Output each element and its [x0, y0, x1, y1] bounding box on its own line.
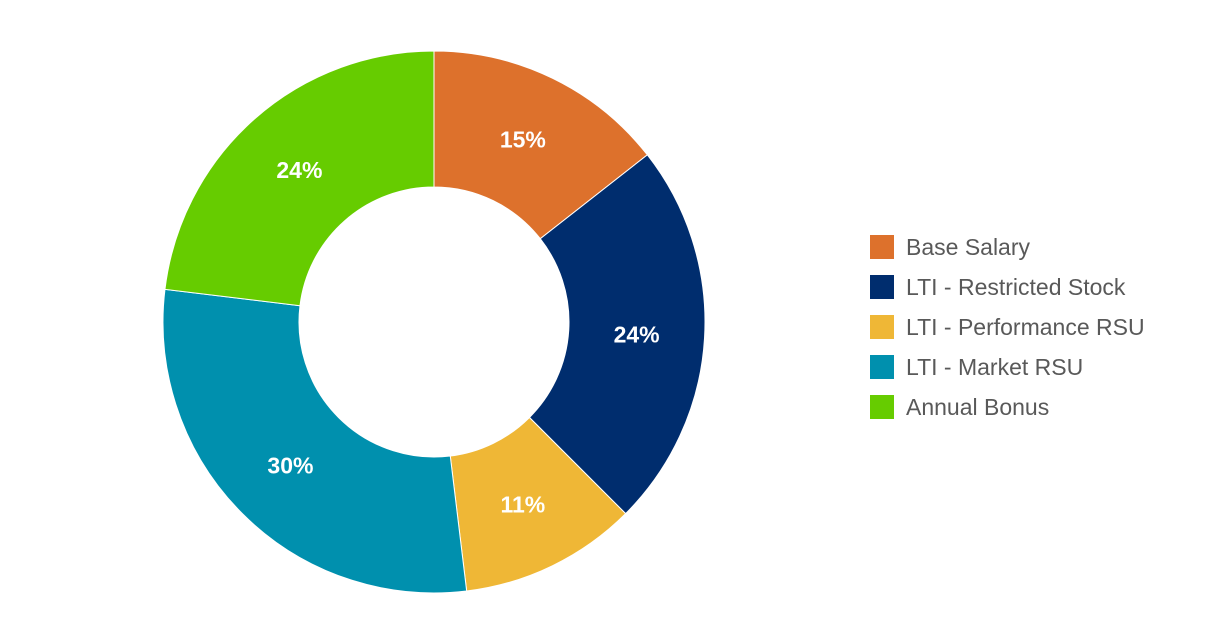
slice-label: 24% — [614, 321, 660, 347]
donut-slice-base-salary — [433, 50, 649, 240]
donut-slice-lti-restricted-stock — [528, 154, 706, 515]
legend-label: LTI - Restricted Stock — [906, 273, 1126, 300]
legend-item: LTI - Restricted Stock — [870, 267, 1145, 307]
legend-item: LTI - Performance RSU — [870, 307, 1145, 347]
legend: Base Salary LTI - Restricted Stock LTI - P… — [870, 227, 1145, 427]
legend-label: LTI - Performance RSU — [906, 313, 1145, 340]
legend-swatch — [870, 355, 894, 379]
legend-label: Annual Bonus — [906, 393, 1050, 420]
slice-labels-group: 15% 24% 11% 30% 24% — [267, 126, 659, 517]
legend-swatch — [870, 275, 894, 299]
slice-label: 15% — [500, 126, 546, 152]
legend-label: Base Salary — [906, 233, 1031, 260]
legend-label: LTI - Market RSU — [906, 353, 1084, 380]
slices-group — [162, 50, 706, 594]
slice-label: 11% — [500, 492, 545, 518]
donut-slice-annual-bonus — [164, 50, 435, 307]
legend-item: Annual Bonus — [870, 387, 1145, 427]
donut-slice-lti-market-rsu — [162, 288, 468, 594]
slice-label: 24% — [276, 157, 322, 183]
legend-item: Base Salary — [870, 227, 1145, 267]
legend-swatch — [870, 235, 894, 259]
legend-swatch — [870, 395, 894, 419]
slice-label: 30% — [267, 453, 313, 479]
legend-swatch — [870, 315, 894, 339]
legend-item: LTI - Market RSU — [870, 347, 1145, 387]
